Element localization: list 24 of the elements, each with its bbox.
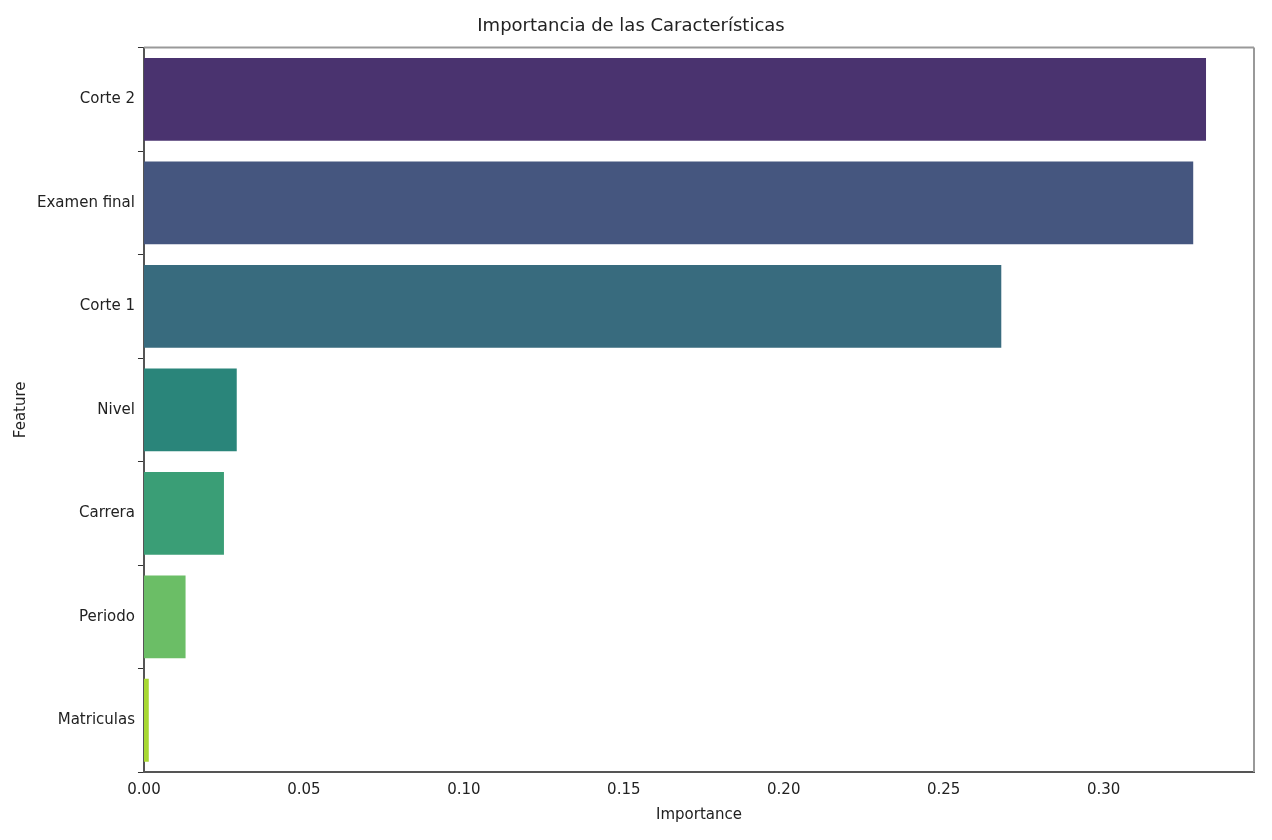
y-tick-label: Corte 2 xyxy=(79,89,135,108)
x-tick-label: 0.00 xyxy=(127,779,161,798)
x-tick-label: 0.25 xyxy=(927,779,961,798)
bar xyxy=(143,57,1207,141)
x-axis-title: Importance xyxy=(656,804,742,823)
x-tick-label: 0.05 xyxy=(287,779,321,798)
y-tick-label: Corte 1 xyxy=(79,296,135,315)
y-axis-title: Feature xyxy=(10,381,29,439)
x-tick-label: 0.30 xyxy=(1086,779,1121,798)
x-tick-label: 0.20 xyxy=(767,779,801,798)
y-tick-label: Periodo xyxy=(79,606,135,625)
y-tick-label: Matriculas xyxy=(57,710,136,729)
chart-title: Importancia de las Características xyxy=(477,14,785,36)
y-tick-label: Carrera xyxy=(78,503,135,522)
bar xyxy=(143,264,1002,348)
bar xyxy=(143,678,149,762)
x-tick-label: 0.15 xyxy=(607,779,641,798)
bar xyxy=(143,471,224,555)
bar xyxy=(143,368,237,452)
y-tick-label: Nivel xyxy=(97,399,135,418)
bar xyxy=(143,161,1194,245)
y-tick-label: Examen final xyxy=(36,192,135,211)
bar xyxy=(143,575,186,659)
x-tick-label: 0.10 xyxy=(447,779,481,798)
